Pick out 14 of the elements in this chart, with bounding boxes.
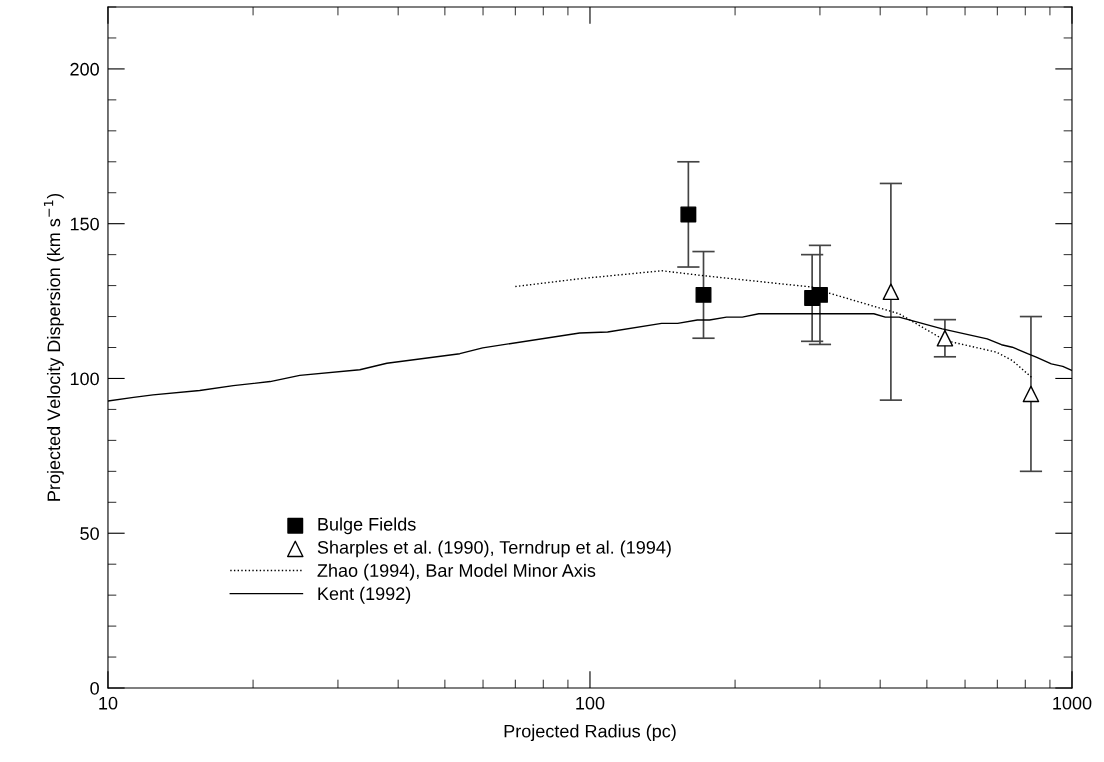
y-tick-label: 50 — [80, 527, 99, 540]
legend-label: Zhao (1994), Bar Model Minor Axis — [317, 563, 596, 581]
legend-label: Bulge Fields — [318, 517, 416, 535]
y-tick-label: 0 — [90, 681, 99, 695]
y-axis-title: Projected Velocity Dispersion (km s$^{−1}$) — [43, 194, 64, 501]
y-tick-label: 150 — [70, 217, 99, 231]
legend-label: Sharples et al. (1990), Terndrup et al. (1994) — [317, 540, 671, 558]
y-tick-label: 200 — [70, 62, 99, 76]
y-tick-label: 100 — [70, 372, 99, 386]
x-tick-label: 100 — [576, 696, 605, 710]
x-tick-label: 1000 — [1053, 696, 1092, 710]
legend-label: Kent (1992) — [318, 586, 411, 604]
x-axis-title: Projected Radius (pc) — [504, 724, 676, 742]
x-tick-label: 10 — [99, 696, 118, 710]
